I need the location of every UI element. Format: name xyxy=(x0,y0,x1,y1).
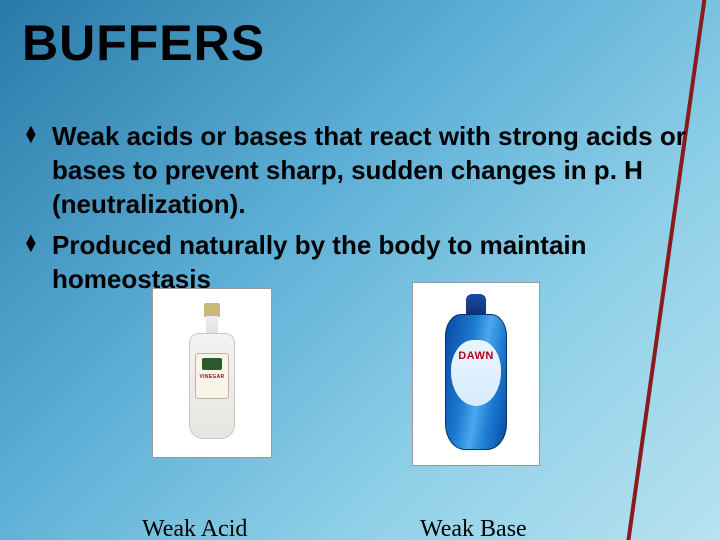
bullet-list: Weak acids or bases that react with stro… xyxy=(22,120,700,297)
bullet-item: Produced naturally by the body to mainta… xyxy=(24,229,700,297)
weak-base-image: DAWN xyxy=(412,282,540,466)
images-row: DAWN xyxy=(0,288,720,488)
slide: BUFFERS Weak acids or bases that react w… xyxy=(0,0,720,540)
page-title: BUFFERS xyxy=(22,14,700,72)
dish-soap-bottle-icon: DAWN xyxy=(442,294,510,454)
weak-acid-image xyxy=(152,288,272,458)
dish-soap-brand-text: DAWN xyxy=(442,350,510,362)
bullet-item: Weak acids or bases that react with stro… xyxy=(24,120,700,221)
weak-acid-caption: Weak Acid xyxy=(142,516,247,540)
vinegar-bottle-icon xyxy=(187,303,237,443)
weak-base-caption: Weak Base xyxy=(420,516,527,540)
